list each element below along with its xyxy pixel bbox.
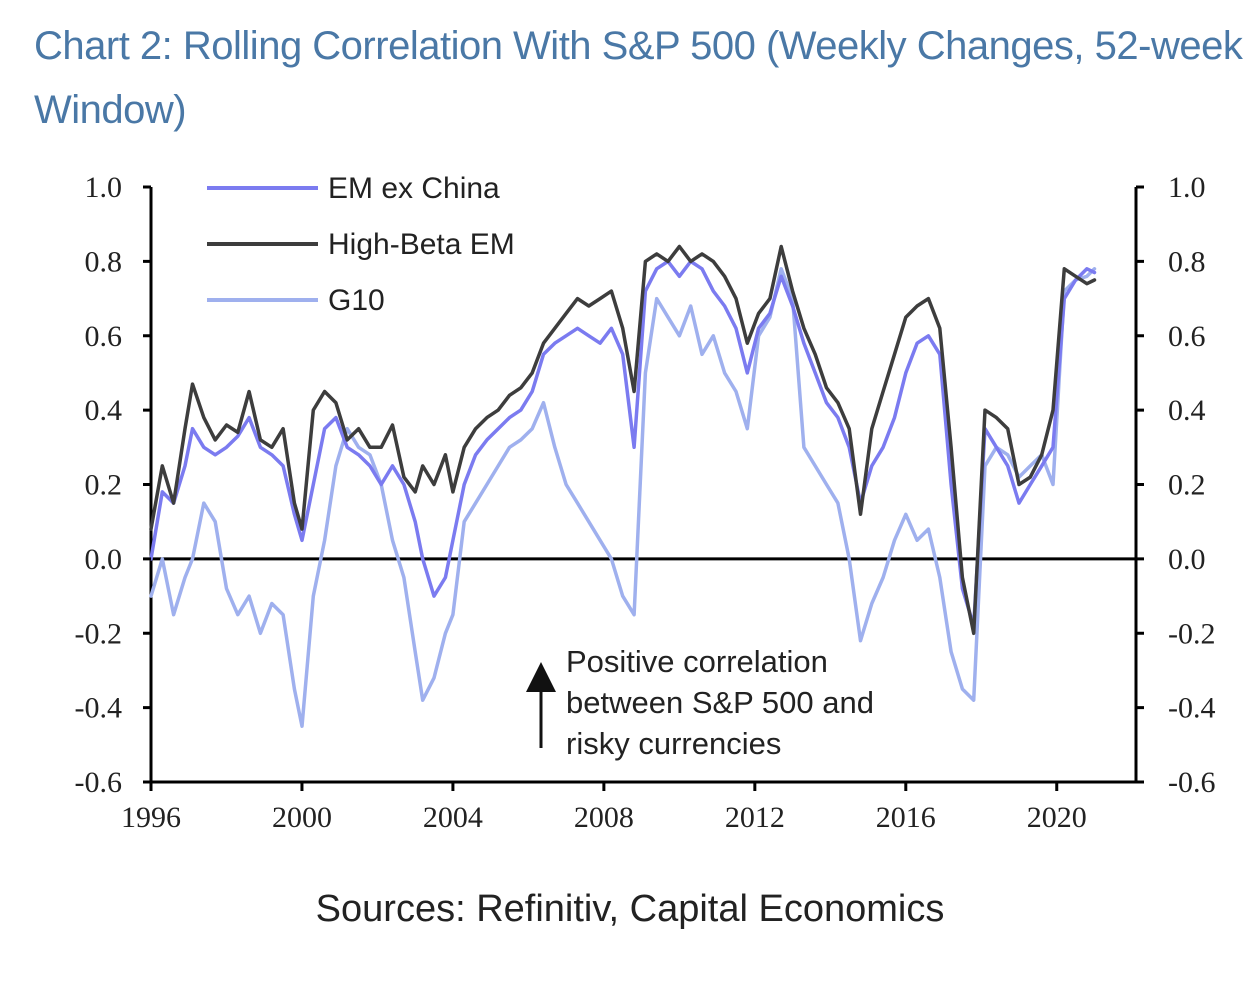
annotation: Positive correlation between S&P 500 and… [526, 644, 874, 761]
y-tick-label-right: 0.8 [1168, 245, 1206, 278]
y-tick-label-right: -0.4 [1168, 692, 1216, 725]
legend-label-g10: G10 [328, 284, 385, 317]
x-tick-label: 2004 [423, 801, 483, 834]
chart-title: Chart 2: Rolling Correlation With S&P 50… [34, 24, 1243, 132]
y-tick-label-left: 0.6 [85, 320, 123, 353]
y-tick-label-left: 0.2 [85, 469, 123, 502]
y-tick-label-right: 0.0 [1168, 543, 1206, 576]
annotation-line-2: between S&P 500 and [566, 685, 874, 720]
chart-source: Sources: Refinitiv, Capital Economics [315, 888, 945, 930]
y-tick-label-right: -0.2 [1168, 617, 1216, 650]
series-line-g10 [149, 267, 1097, 728]
chart-series [149, 244, 1097, 728]
y-tick-label-left: 0.4 [85, 394, 123, 427]
y-tick-label-left: 0.8 [85, 245, 123, 278]
y-tick-label-left: -0.6 [75, 766, 123, 799]
y-axis-left-ticks: 1.0 0.8 0.6 0.4 0.2 0.0 -0.2 -0.4 -0.6 [75, 171, 151, 799]
y-tick-label-left: 0.0 [85, 543, 123, 576]
y-tick-label-right: -0.6 [1168, 766, 1216, 799]
y-tick-label-left: -0.4 [75, 692, 123, 725]
y-axis-right-ticks: 1.0 0.8 0.6 0.4 0.2 0.0 -0.2 -0.4 -0.6 [1136, 171, 1216, 799]
legend: EM ex China High-Beta EM G10 [207, 172, 515, 317]
y-tick-label-right: 0.2 [1168, 469, 1206, 502]
x-tick-label: 2020 [1027, 801, 1087, 834]
annotation-line-3: risky currencies [566, 726, 781, 761]
line-chart: 1.0 0.8 0.6 0.4 0.2 0.0 -0.2 -0.4 -0.6 1.0 0.8 0.6… [75, 171, 1216, 834]
y-tick-label-left: 1.0 [85, 171, 123, 204]
y-tick-label-left: -0.2 [75, 617, 123, 650]
annotation-line-1: Positive correlation [566, 644, 828, 679]
legend-label-em-ex-china: EM ex China [328, 172, 500, 205]
x-tick-label: 1996 [121, 801, 181, 834]
y-tick-label-right: 0.4 [1168, 394, 1206, 427]
x-tick-label: 2016 [876, 801, 936, 834]
x-tick-label: 2000 [272, 801, 332, 834]
x-tick-label: 2012 [725, 801, 785, 834]
series-line-high-beta-em [149, 244, 1097, 636]
annotation-arrow-head [526, 662, 556, 692]
x-tick-label: 2008 [574, 801, 634, 834]
legend-label-high-beta-em: High-Beta EM [328, 228, 515, 261]
series-line-em-ex-china [149, 259, 1097, 628]
y-tick-label-right: 0.6 [1168, 320, 1206, 353]
y-tick-label-right: 1.0 [1168, 171, 1206, 204]
x-axis-ticks: 1996 2000 2004 2008 2012 2016 2020 [121, 782, 1087, 834]
